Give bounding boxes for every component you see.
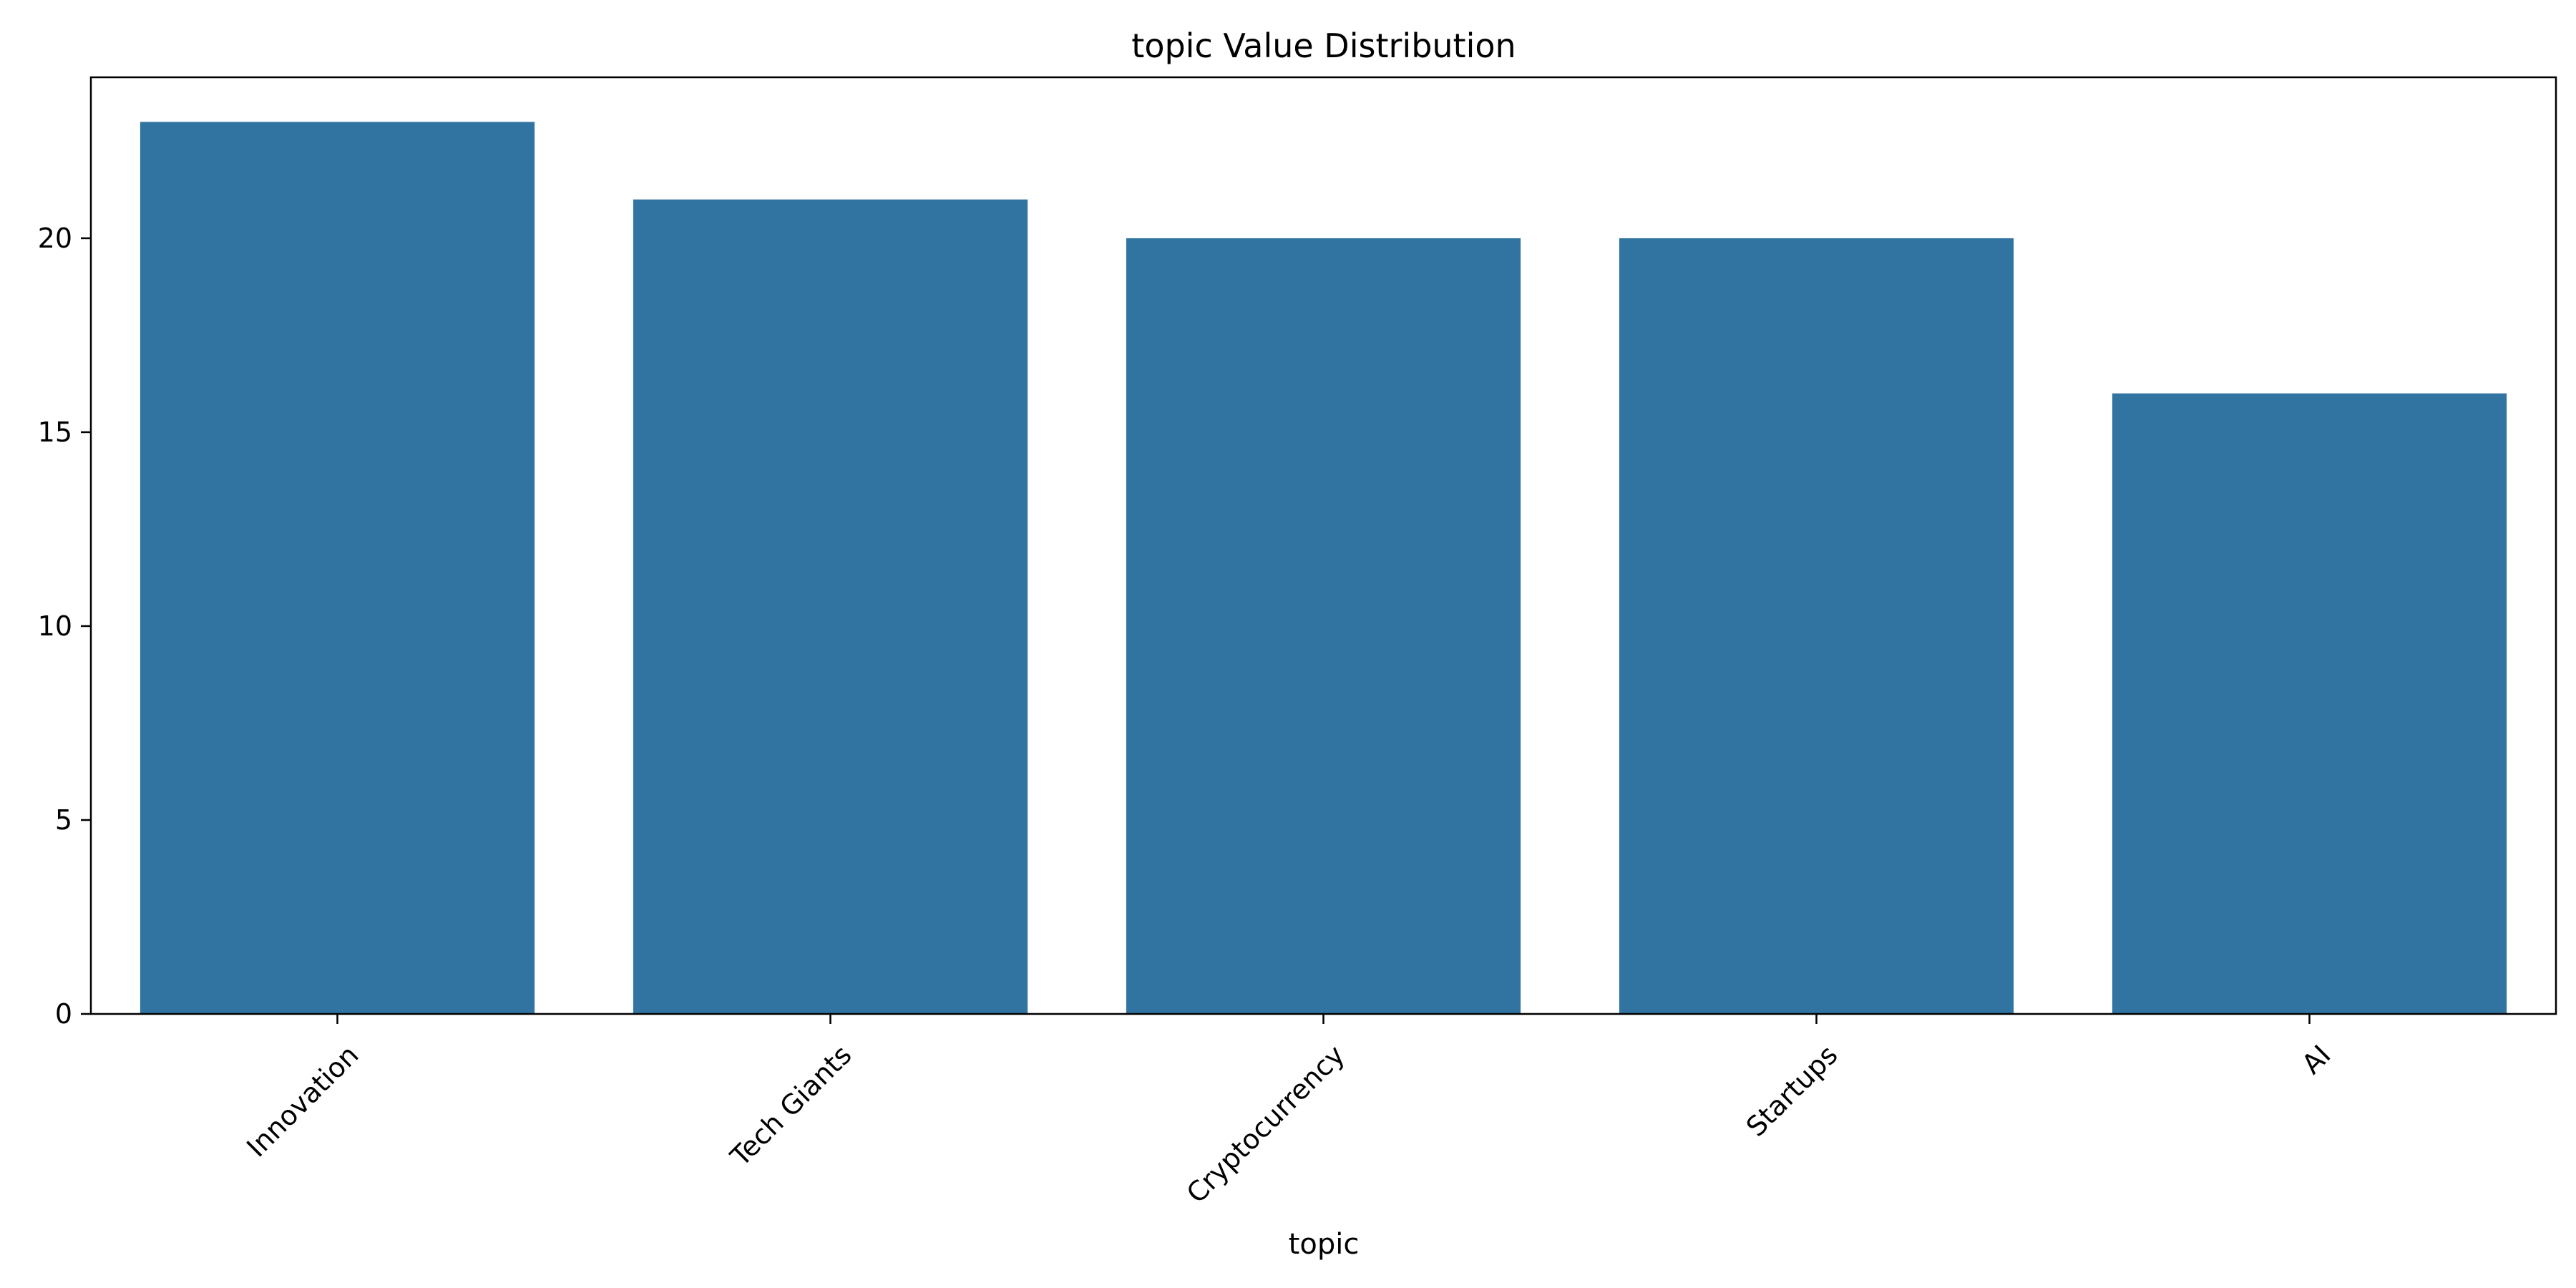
plot-frame <box>89 76 2557 1015</box>
y-axis-ticks: 0 5 10 15 20 <box>38 223 91 1030</box>
y-tick-label: 20 <box>38 223 72 254</box>
chart-title: topic Value Distribution <box>1131 26 1516 65</box>
bars <box>140 122 2507 1014</box>
y-tick-label: 15 <box>38 416 72 448</box>
y-tick-label: 5 <box>55 804 72 836</box>
bar-innovation <box>140 122 535 1014</box>
bar-tech-giants <box>633 199 1028 1014</box>
y-tick-label: 10 <box>38 610 72 642</box>
bar-startups <box>1619 238 2014 1014</box>
bar-ai <box>2112 393 2507 1014</box>
bar-cryptocurrency <box>1126 238 1521 1014</box>
x-axis-title: topic <box>1289 1228 1360 1261</box>
y-tick-label: 0 <box>55 998 72 1030</box>
